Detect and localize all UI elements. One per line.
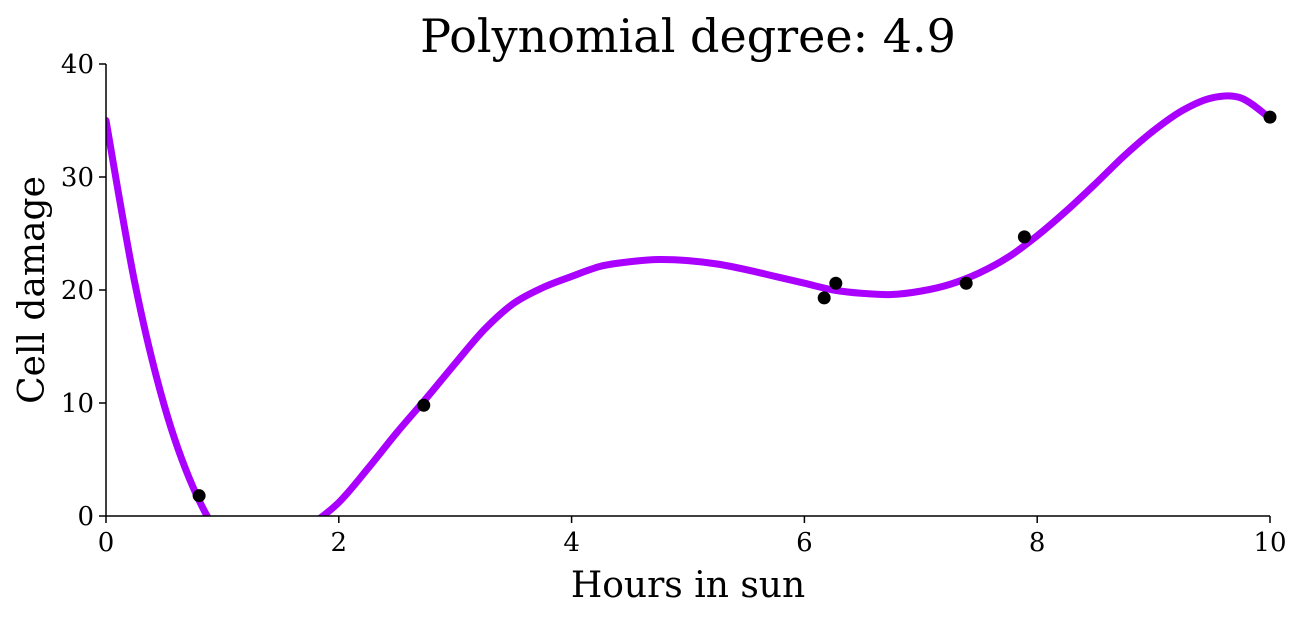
data-point: [1017, 230, 1031, 244]
data-point: [959, 276, 973, 290]
x-tick-label: 6: [796, 528, 813, 558]
x-axis-label: Hours in sun: [571, 565, 805, 606]
data-point: [829, 276, 843, 290]
x-tick-label: 8: [1029, 528, 1046, 558]
y-axis-label: Cell damage: [12, 176, 53, 404]
y-tick-label: 10: [61, 389, 94, 419]
data-points-layer: [192, 110, 1277, 503]
y-tick-label: 0: [77, 502, 94, 532]
data-point: [417, 398, 431, 412]
y-tick-label: 20: [61, 276, 94, 306]
data-point: [817, 291, 831, 305]
chart-title: Polynomial degree: 4.9: [420, 9, 956, 63]
x-tick-label: 4: [563, 528, 580, 558]
axis-ticks: 0 2 4 6 8 10 0 10 20 30 40: [61, 50, 1287, 558]
fit-curve-layer: [106, 92, 1270, 516]
x-tick-label: 2: [331, 528, 348, 558]
y-tick-label: 30: [61, 163, 94, 193]
y-tick-label: 40: [61, 50, 94, 80]
fit-curve: [106, 92, 1270, 516]
x-tick-label: 10: [1253, 528, 1286, 558]
data-point: [192, 489, 206, 503]
data-point: [1263, 110, 1277, 124]
x-tick-label: 0: [98, 528, 115, 558]
